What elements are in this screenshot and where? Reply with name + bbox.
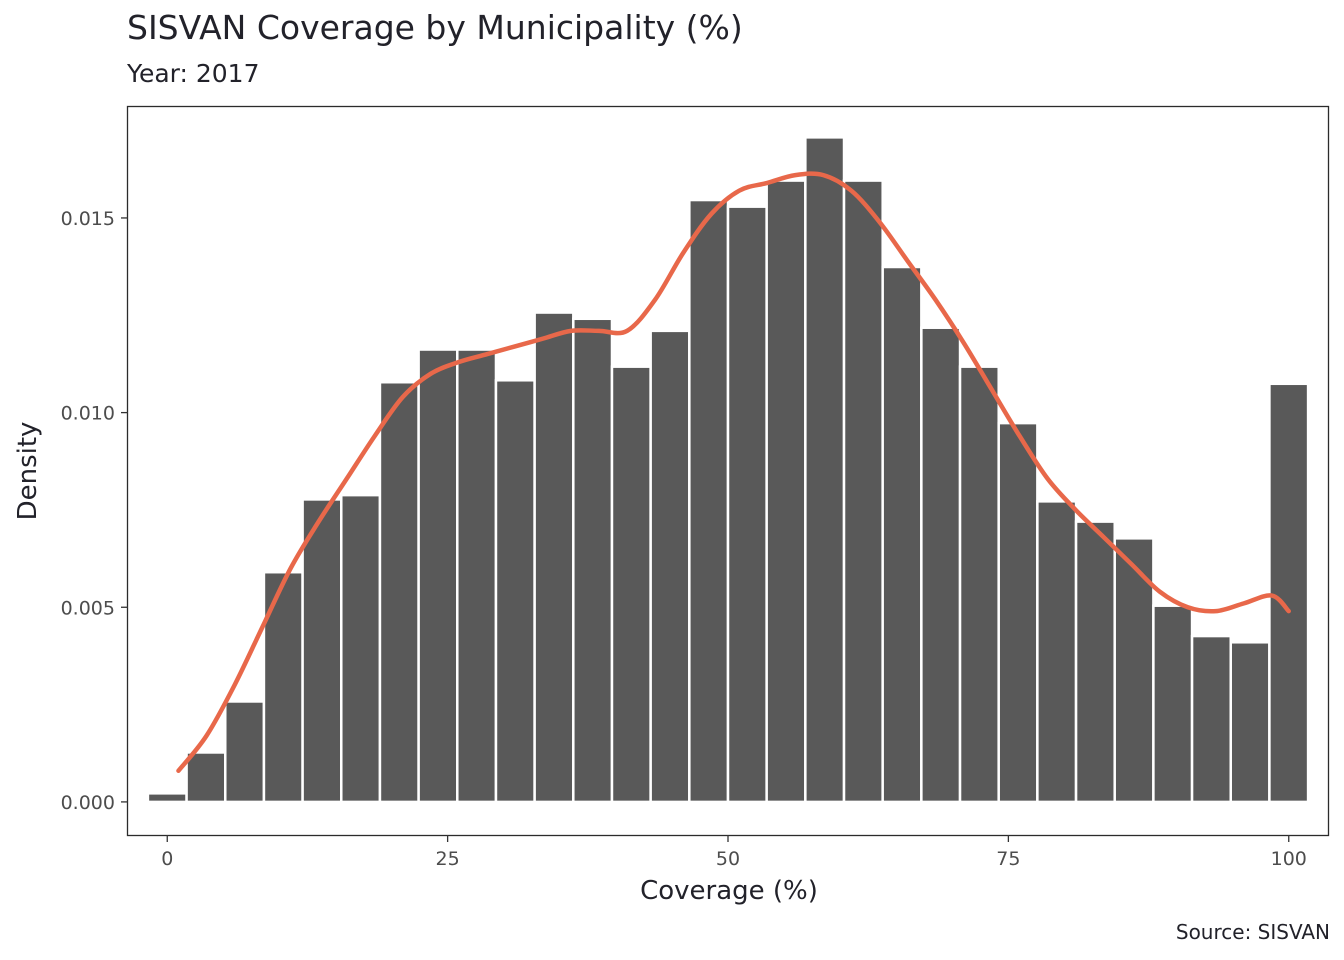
histogram-bar	[958, 365, 1000, 804]
histogram-bar	[726, 205, 768, 804]
histogram-bar	[804, 136, 846, 804]
histogram-bar	[1074, 520, 1116, 804]
histogram-bar	[1229, 641, 1271, 804]
histogram-bar	[340, 493, 382, 804]
histogram-bar	[842, 179, 884, 804]
histogram-bar	[533, 311, 575, 804]
y-axis: 0.000 0.005 0.010 0.015	[61, 208, 128, 814]
histogram-bar	[1268, 382, 1310, 804]
histogram-bar	[456, 348, 498, 804]
histogram-bar	[610, 365, 652, 804]
histogram-bar	[301, 498, 343, 804]
histogram-bar	[378, 380, 420, 804]
histogram-bar	[649, 329, 691, 804]
density-curve	[176, 171, 1291, 774]
y-tick-label: 0.015	[61, 208, 115, 230]
histogram-bar	[494, 379, 536, 804]
histogram-bar	[688, 198, 730, 804]
histogram-bars	[146, 136, 1310, 804]
histogram-bar	[920, 326, 962, 804]
y-tick-label: 0.000	[61, 792, 115, 814]
x-tick-label: 0	[161, 848, 173, 870]
histogram-bar	[1190, 634, 1232, 804]
chart-caption: Source: SISVAN	[1176, 920, 1330, 944]
chart-subtitle: Year: 2017	[126, 59, 259, 88]
y-tick-label: 0.010	[61, 403, 115, 425]
histogram-bar	[765, 179, 807, 804]
x-tick-label: 50	[716, 848, 740, 870]
histogram-bar	[1036, 500, 1078, 804]
histogram-bar	[417, 348, 459, 804]
x-tick-label: 25	[436, 848, 460, 870]
histogram-bar	[146, 792, 188, 804]
y-axis-title: Density	[13, 422, 43, 521]
histogram-bar	[572, 317, 614, 804]
histogram-bar	[881, 265, 923, 804]
x-axis: 0 25 50 75 100	[161, 835, 1307, 870]
histogram-bar	[185, 751, 227, 804]
y-tick-label: 0.005	[61, 597, 115, 619]
x-tick-label: 75	[996, 848, 1020, 870]
histogram-bar	[224, 700, 266, 804]
x-axis-title: Coverage (%)	[640, 876, 818, 906]
histogram-bar	[1152, 604, 1194, 804]
x-tick-label: 100	[1271, 848, 1307, 870]
chart-title: SISVAN Coverage by Municipality (%)	[127, 8, 743, 47]
histogram-bar	[997, 421, 1039, 804]
